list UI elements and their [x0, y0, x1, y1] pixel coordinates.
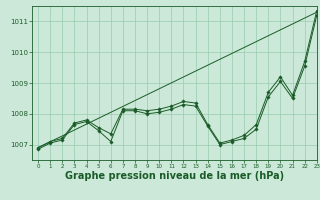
X-axis label: Graphe pression niveau de la mer (hPa): Graphe pression niveau de la mer (hPa)	[65, 171, 284, 181]
